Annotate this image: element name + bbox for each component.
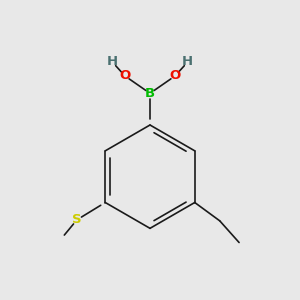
- Text: O: O: [119, 70, 130, 83]
- Text: B: B: [145, 87, 155, 100]
- Text: H: H: [107, 56, 118, 68]
- Text: H: H: [182, 56, 193, 68]
- Text: O: O: [169, 70, 181, 83]
- Text: S: S: [72, 213, 82, 226]
